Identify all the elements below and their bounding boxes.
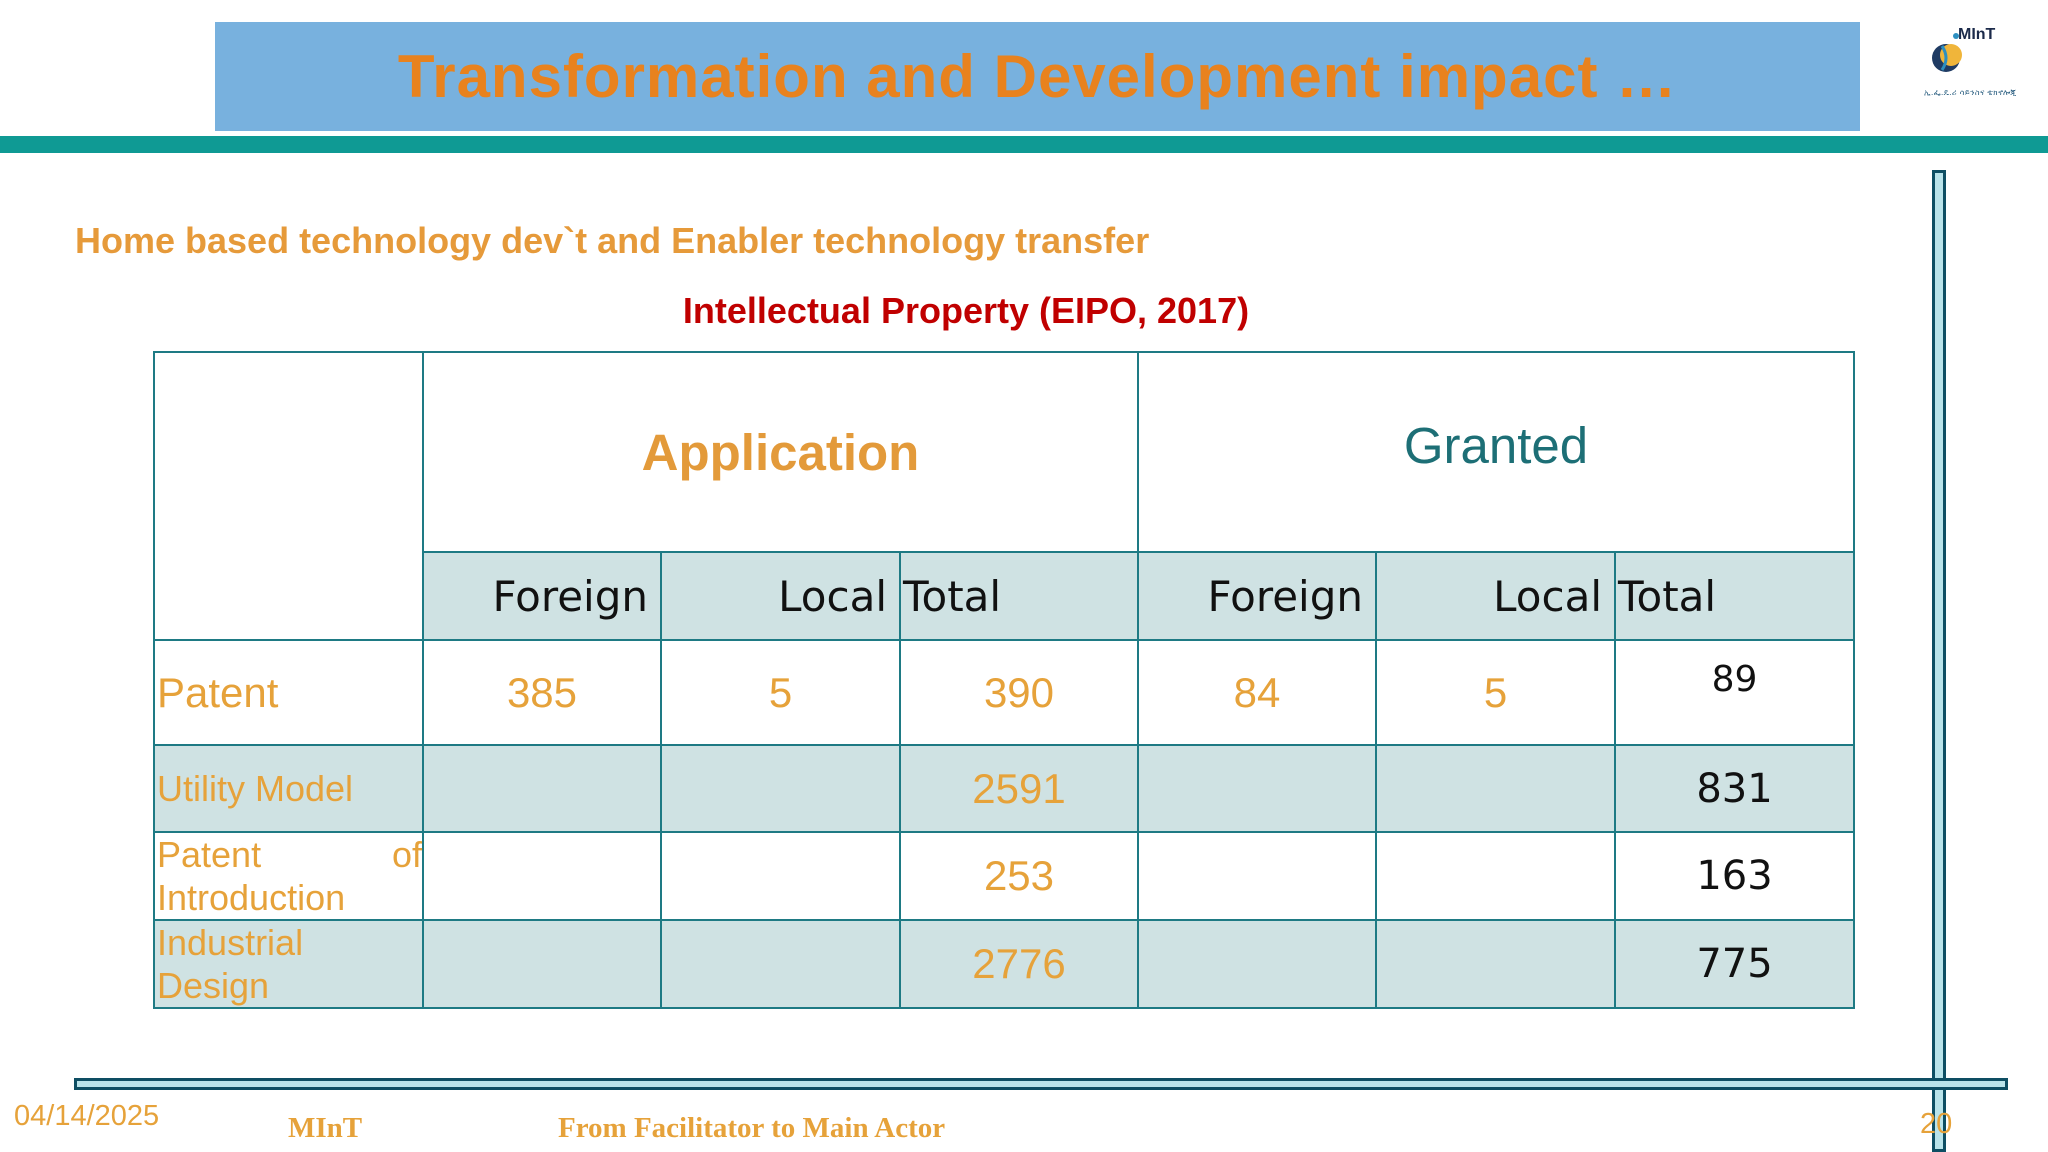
row-label-word: of [391,834,422,875]
cell-grant-foreign [1137,831,1377,921]
cell-grant-local [1375,919,1616,1009]
row-label-line: Design [157,965,270,1006]
cell-grant-foreign [1137,744,1377,833]
table-row: Utility Model 2591 831 [153,744,1855,833]
cell-app-local [660,919,901,1009]
ip-table: Application Granted Foreign Local Total … [153,351,1855,1009]
corner-cell [153,351,424,641]
mint-logo-icon [1932,33,1962,72]
subheader-app-total: Total [899,551,1139,641]
table-row: Industrial Design 2776 775 [153,919,1855,1009]
row-label-line: Introduction [157,877,346,918]
row-label-patent: Patent [153,639,424,746]
cell-app-foreign [422,744,662,833]
table-title: Intellectual Property (EIPO, 2017) [682,290,1250,331]
table-group-header-row: Application Granted [153,351,1855,641]
table-row: Patent 385 5 390 84 5 89 [153,639,1855,746]
page-number: 20 [1920,1108,1953,1140]
cell-app-foreign: 385 [422,639,662,746]
table-row: Patent of Introduction 253 163 [153,831,1855,921]
cell-app-total: 2776 [899,919,1139,1009]
cell-app-total: 390 [899,639,1139,746]
subheader-grant-local: Local [1375,551,1616,641]
cell-grant-total: 775 [1614,919,1855,1009]
table-subheader-row: Foreign Local Total Foreign Local Total [154,551,1855,641]
cell-app-foreign [422,919,662,1009]
row-label-line: Patent of [157,833,422,876]
cell-grant-foreign: 84 [1137,639,1377,746]
footer-org: MInT [288,1112,363,1144]
logo-name: MInT [1958,26,1996,43]
subheader-grant-foreign: Foreign [1137,551,1377,641]
cell-grant-total: 831 [1614,744,1855,833]
header-granted: Granted [1137,351,1855,553]
row-label-patent-of-introduction: Patent of Introduction [153,831,424,921]
row-label-line: Industrial [157,922,304,963]
decorative-horizontal-bar [74,1078,2008,1090]
subheader-app-local: Local [660,551,901,641]
header-application: Application [422,351,1139,553]
row-label-utility-model: Utility Model [153,744,424,833]
header-divider [0,136,2048,153]
slide-subtitle: Home based technology dev`t and Enabler … [75,220,1150,261]
subheader-grant-total: Total [1614,551,1855,641]
cell-grant-local: 5 [1375,639,1616,746]
cell-grant-total: 163 [1614,831,1855,921]
cell-app-total: 2591 [899,744,1139,833]
cell-app-total: 253 [899,831,1139,921]
cell-grant-local [1375,831,1616,921]
row-label-word: Patent [157,834,262,875]
cell-grant-local [1375,744,1616,833]
cell-app-local: 5 [660,639,901,746]
title-banner: Transformation and Development impact … [215,22,1860,131]
cell-app-local [660,831,901,921]
footer-tagline: From Facilitator to Main Actor [558,1112,946,1144]
cell-grant-total: 89 [1614,639,1855,746]
subheader-app-foreign: Foreign [422,551,662,641]
cell-app-local [660,744,901,833]
row-label-industrial-design: Industrial Design [153,919,424,1009]
logo-caption: ኢ.ፌ.ዴ.ሪ ሳይንስና ቴክኖሎጂ [1924,88,2017,97]
decorative-vertical-bar [1932,170,1946,1152]
footer-date: 04/14/2025 [14,1100,160,1132]
slide-title: Transformation and Development impact … [397,43,1678,110]
cell-app-foreign [422,831,662,921]
cell-grant-foreign [1137,919,1377,1009]
